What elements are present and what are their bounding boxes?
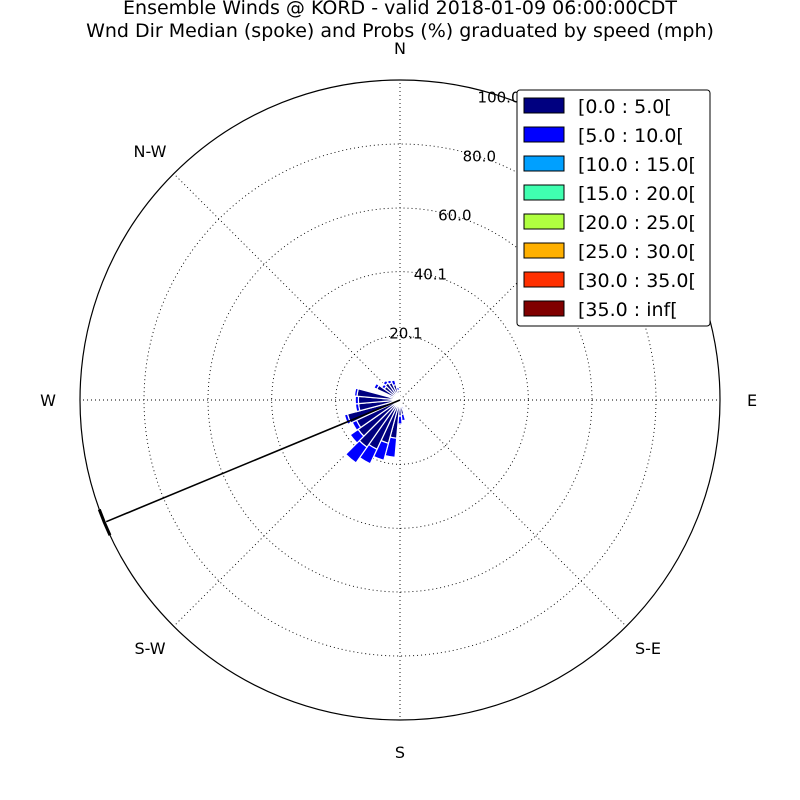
windrose-bar <box>390 379 397 387</box>
radial-tick-labels: 20.1 40.1 60.0 80.0 100.0 <box>389 88 520 342</box>
windrose-bar <box>353 387 360 397</box>
direction-label: S-W <box>134 639 165 658</box>
legend-swatch <box>523 300 565 317</box>
windrose-bars <box>343 378 407 465</box>
radial-tick-label: 100.0 <box>478 88 521 106</box>
legend-swatch <box>523 213 565 230</box>
legend-label: [20.0 : 25.0[ <box>578 212 696 234</box>
grid-ring <box>79 79 721 721</box>
chart-title: Ensemble Winds @ KORD - valid 2018-01-09… <box>123 0 677 19</box>
legend-label: [25.0 : 30.0[ <box>578 241 696 263</box>
legend-swatch <box>523 97 565 114</box>
direction-label: W <box>40 391 56 410</box>
legend-swatch <box>523 126 565 143</box>
windrose-bar <box>354 395 360 405</box>
median-spoke-line <box>105 399 401 523</box>
legend-label: [10.0 : 15.0[ <box>578 154 696 176</box>
radial-tick-label: 80.0 <box>463 148 496 166</box>
grid-spoke <box>173 173 401 401</box>
legend-label: [35.0 : inf[ <box>578 299 678 321</box>
windrose-bar <box>344 439 368 464</box>
polar-grid <box>79 79 721 721</box>
legend-label: [15.0 : 20.0[ <box>578 183 696 205</box>
radial-tick-label: 20.1 <box>389 325 422 343</box>
grid-spoke <box>399 399 627 627</box>
windrose-bar <box>395 386 400 392</box>
windrose-bar <box>354 402 361 413</box>
chart-subtitle: Wnd Dir Median (spoke) and Probs (%) gra… <box>86 20 714 42</box>
legend-swatch <box>523 155 565 172</box>
legend-label: [30.0 : 35.0[ <box>578 270 696 292</box>
legend-box <box>516 89 711 327</box>
legend-swatch <box>523 184 565 201</box>
radial-tick-label: 60.0 <box>438 207 471 225</box>
direction-label: S <box>395 743 405 762</box>
windrose-bar <box>373 382 380 390</box>
legend-swatch <box>523 271 565 288</box>
legend-label: [0.0 : 5.0[ <box>578 96 672 118</box>
direction-label: S-E <box>635 639 661 658</box>
legend-label: [5.0 : 10.0[ <box>578 125 684 147</box>
legend-swatch <box>523 242 565 259</box>
direction-label: N-W <box>134 142 167 161</box>
direction-label: N <box>394 39 406 58</box>
median-spoke-arc <box>97 508 112 536</box>
windrose-bar <box>349 428 365 444</box>
radial-tick-label: 40.1 <box>414 265 447 283</box>
median-spoke <box>97 399 401 536</box>
direction-label: E <box>747 391 757 410</box>
legend: [0.0 : 5.0[ [5.0 : 10.0[ [10.0 : 15.0[ [15.… <box>516 89 711 327</box>
